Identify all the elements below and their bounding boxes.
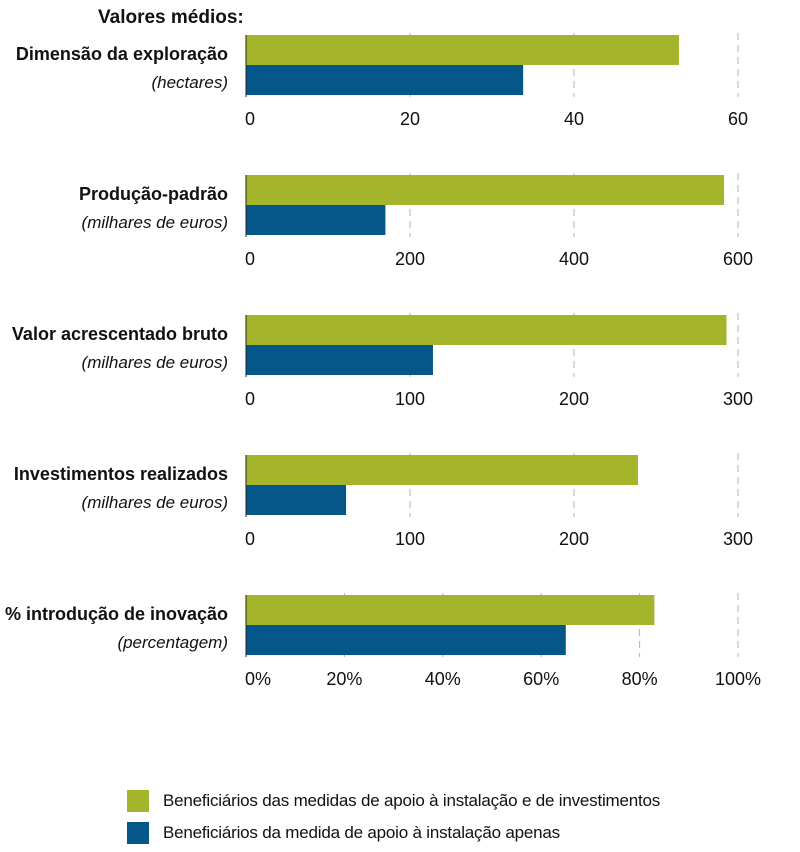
legend-swatch-series-2 (127, 822, 149, 844)
panel-unit-4: (milhares de euros) (82, 493, 228, 512)
chart-panels: Dimensão da exploração (hectares) 0 20 40 60 P… (5, 33, 761, 689)
bar-panel-3-series-2 (246, 345, 433, 375)
tick-label-4-0: 0 (245, 529, 255, 549)
bar-panel-5-series-1 (246, 595, 655, 625)
panel-unit-5: (percentagem) (117, 633, 228, 652)
bar-panel-5-series-2 (246, 625, 566, 655)
panel-title-5: % introdução de inovação (5, 604, 228, 624)
legend: Beneficiários das medidas de apoio à ins… (127, 788, 660, 852)
tick-label-3-1: 100 (395, 389, 425, 409)
tick-label-4-1: 100 (395, 529, 425, 549)
tick-label-2-3: 600 (723, 249, 753, 269)
tick-label-5-0: 0% (245, 669, 271, 689)
tick-label-2-2: 400 (559, 249, 589, 269)
legend-item-series-2: Beneficiários da medida de apoio à insta… (127, 820, 660, 846)
panel-title-1: Dimensão da exploração (16, 44, 228, 64)
panel-unit-1: (hectares) (151, 73, 228, 92)
bar-panel-4-series-1 (246, 455, 638, 485)
bar-panel-3-series-1 (246, 315, 727, 345)
tick-label-2-0: 0 (245, 249, 255, 269)
legend-swatch-series-1 (127, 790, 149, 812)
panel-title-4: Investimentos realizados (14, 464, 228, 484)
tick-label-2-1: 200 (395, 249, 425, 269)
tick-label-1-2: 40 (564, 109, 584, 129)
panel-title-3: Valor acrescentado bruto (12, 324, 228, 344)
tick-label-5-3: 60% (523, 669, 559, 689)
tick-label-1-1: 20 (400, 109, 420, 129)
tick-label-3-0: 0 (245, 389, 255, 409)
tick-label-5-4: 80% (622, 669, 658, 689)
legend-item-series-1: Beneficiários das medidas de apoio à ins… (127, 788, 660, 814)
panel-title-2: Produção-padrão (79, 184, 228, 204)
bar-panel-1-series-2 (246, 65, 524, 95)
tick-label-3-3: 300 (723, 389, 753, 409)
bar-panel-2-series-1 (246, 175, 725, 205)
bar-panel-1-series-1 (246, 35, 679, 65)
tick-label-5-1: 20% (326, 669, 362, 689)
tick-label-4-3: 300 (723, 529, 753, 549)
panel-unit-2: (milhares de euros) (82, 213, 228, 232)
tick-label-1-3: 60 (728, 109, 748, 129)
bar-panel-4-series-2 (246, 485, 347, 515)
tick-label-3-2: 200 (559, 389, 589, 409)
tick-label-4-2: 200 (559, 529, 589, 549)
legend-label-series-2: Beneficiários da medida de apoio à insta… (163, 823, 560, 842)
legend-label-series-1: Beneficiários das medidas de apoio à ins… (163, 791, 661, 810)
bar-panel-2-series-2 (246, 205, 386, 235)
chart-heading: Valores médios: (98, 7, 244, 28)
tick-label-5-5: 100% (715, 669, 761, 689)
tick-label-5-2: 40% (425, 669, 461, 689)
tick-label-1-0: 0 (245, 109, 255, 129)
panel-unit-3: (milhares de euros) (82, 353, 228, 372)
